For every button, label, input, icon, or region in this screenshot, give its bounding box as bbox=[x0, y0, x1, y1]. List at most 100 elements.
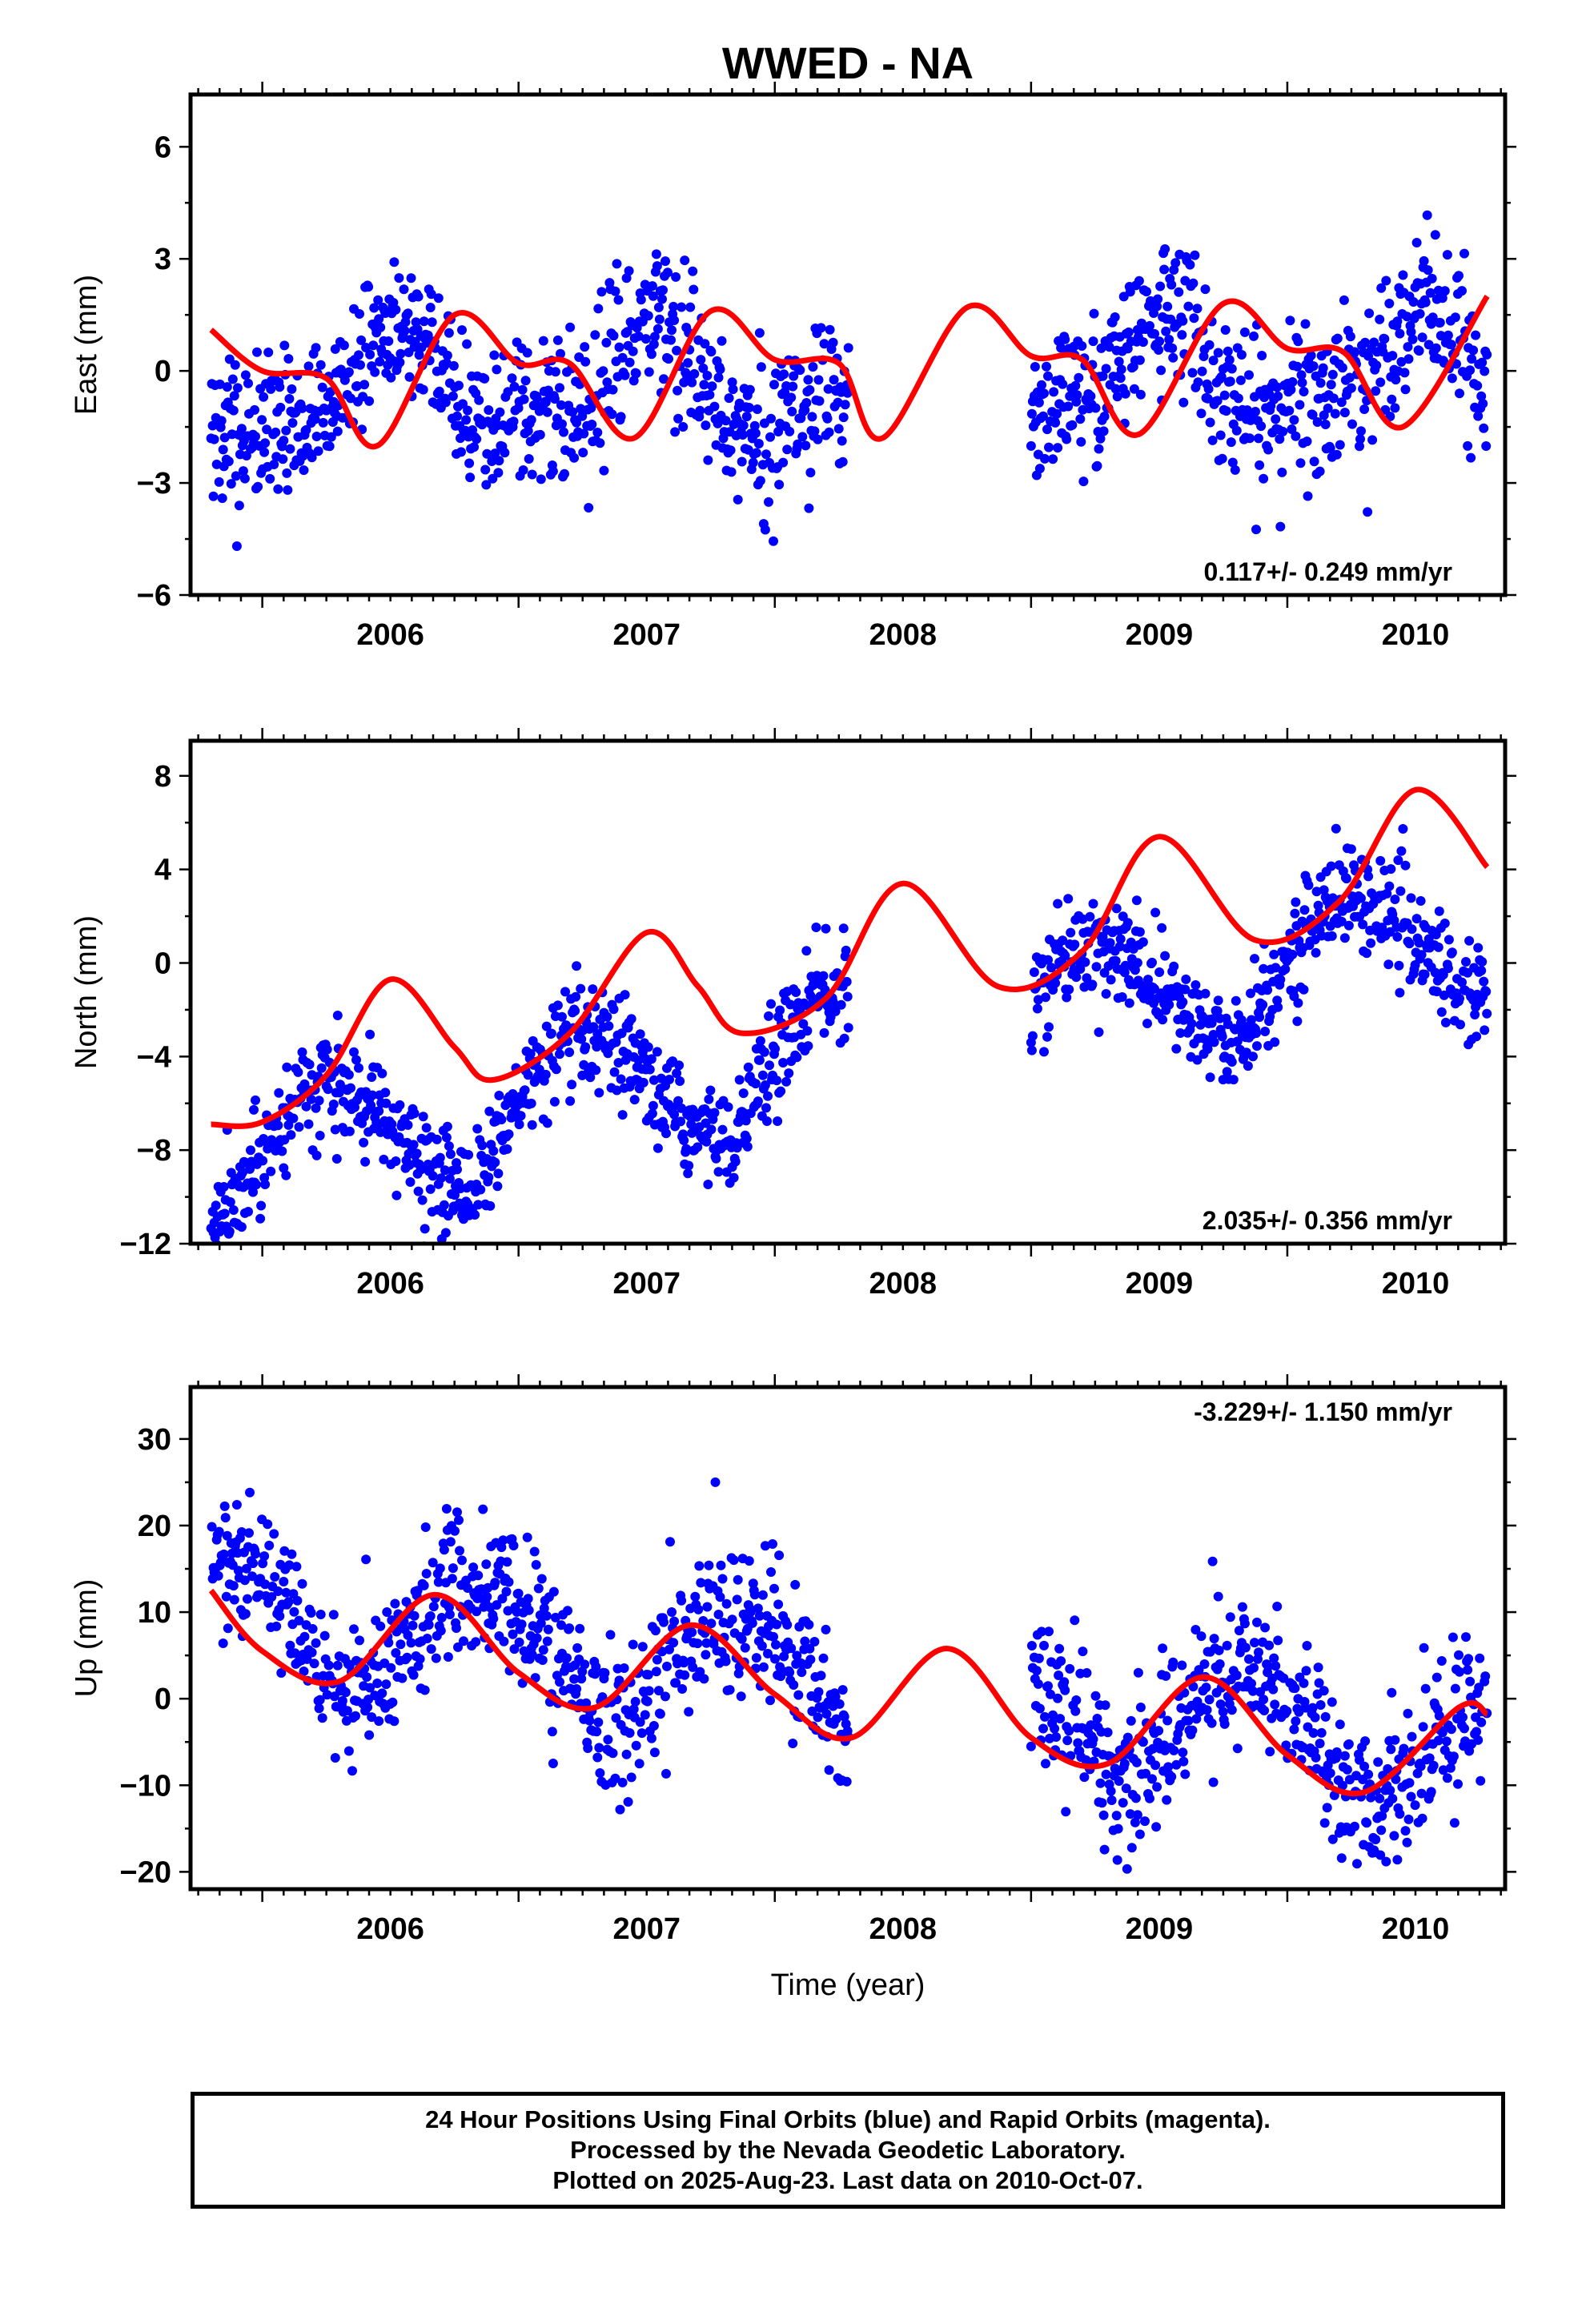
data-point bbox=[1395, 886, 1406, 896]
data-point bbox=[1112, 1855, 1122, 1865]
data-point bbox=[1090, 1691, 1101, 1701]
data-point bbox=[1465, 1676, 1476, 1687]
data-point bbox=[1285, 316, 1295, 326]
data-point bbox=[556, 1620, 566, 1630]
data-point bbox=[1293, 998, 1303, 1008]
data-point bbox=[673, 413, 684, 424]
data-point bbox=[311, 1638, 321, 1648]
data-point bbox=[1053, 899, 1063, 909]
data-point bbox=[462, 339, 472, 349]
data-point bbox=[391, 1156, 401, 1166]
data-point bbox=[281, 1170, 291, 1180]
data-point bbox=[536, 474, 546, 485]
data-point bbox=[503, 1606, 513, 1616]
data-point bbox=[1259, 1706, 1270, 1715]
data-point bbox=[444, 328, 454, 338]
data-point bbox=[779, 369, 789, 380]
data-point bbox=[1168, 1657, 1178, 1667]
data-point bbox=[493, 1168, 504, 1179]
data-point bbox=[258, 1156, 268, 1166]
data-point bbox=[278, 454, 288, 464]
data-point bbox=[452, 1164, 462, 1175]
fit-curve bbox=[211, 786, 1490, 1129]
data-point bbox=[646, 1054, 656, 1064]
data-point bbox=[391, 1648, 401, 1658]
data-point bbox=[1221, 406, 1231, 416]
data-point bbox=[444, 1610, 455, 1619]
data-point bbox=[1200, 988, 1211, 999]
data-point bbox=[652, 1655, 662, 1665]
data-point bbox=[562, 1653, 572, 1663]
data-point bbox=[1123, 327, 1134, 337]
data-point bbox=[322, 1690, 332, 1700]
data-point bbox=[624, 357, 635, 368]
data-point bbox=[396, 348, 406, 359]
data-point bbox=[1204, 1695, 1215, 1705]
y-tick-label: −20 bbox=[120, 1856, 171, 1889]
data-point bbox=[1140, 1816, 1150, 1827]
data-point bbox=[1445, 1763, 1456, 1773]
data-point bbox=[277, 1146, 287, 1156]
data-point bbox=[354, 350, 363, 360]
data-point bbox=[1039, 1640, 1049, 1651]
data-point bbox=[287, 384, 297, 394]
data-point bbox=[289, 1606, 299, 1617]
data-point bbox=[755, 476, 765, 486]
data-point bbox=[1138, 937, 1148, 947]
data-point bbox=[578, 448, 588, 458]
data-point bbox=[1391, 375, 1401, 385]
data-point bbox=[608, 1004, 619, 1015]
data-point bbox=[1066, 927, 1076, 938]
data-point bbox=[219, 1501, 230, 1511]
data-point bbox=[702, 371, 713, 380]
data-point bbox=[1411, 914, 1422, 924]
data-point bbox=[1122, 918, 1133, 928]
data-point bbox=[445, 1149, 456, 1160]
data-point bbox=[440, 397, 451, 408]
data-point bbox=[303, 361, 314, 372]
data-point bbox=[751, 1653, 761, 1663]
data-point bbox=[621, 1749, 632, 1759]
data-point bbox=[800, 1636, 810, 1647]
data-point bbox=[1447, 1632, 1458, 1642]
data-point bbox=[448, 391, 458, 401]
data-point bbox=[765, 1060, 774, 1071]
y-tick-label: 8 bbox=[155, 760, 171, 794]
data-point bbox=[769, 1583, 779, 1594]
data-point bbox=[793, 1690, 804, 1700]
data-point bbox=[1339, 295, 1349, 305]
data-point bbox=[785, 426, 795, 436]
data-point bbox=[481, 1559, 492, 1570]
data-point bbox=[208, 491, 219, 501]
data-point bbox=[789, 1680, 799, 1690]
data-point bbox=[1075, 964, 1086, 974]
data-point bbox=[555, 1049, 564, 1059]
data-point bbox=[1410, 1800, 1420, 1811]
data-point bbox=[399, 284, 409, 295]
data-point bbox=[824, 1765, 834, 1775]
data-point bbox=[1259, 473, 1269, 484]
data-point bbox=[1328, 393, 1339, 404]
data-point bbox=[1130, 965, 1140, 975]
data-point bbox=[448, 360, 459, 371]
data-point bbox=[1072, 390, 1082, 400]
data-point bbox=[1034, 1703, 1045, 1714]
data-point bbox=[323, 1084, 333, 1095]
data-point bbox=[577, 411, 588, 421]
data-point bbox=[1169, 961, 1179, 971]
data-point bbox=[1185, 259, 1195, 270]
data-point bbox=[605, 1630, 616, 1640]
data-point bbox=[231, 1500, 242, 1510]
data-point bbox=[838, 412, 849, 423]
data-point bbox=[234, 501, 244, 511]
data-point bbox=[1299, 1678, 1309, 1688]
data-point bbox=[669, 316, 680, 325]
data-point bbox=[786, 1643, 797, 1654]
data-point bbox=[1392, 931, 1403, 942]
data-point bbox=[273, 1586, 283, 1596]
data-point bbox=[1106, 1795, 1117, 1805]
data-point bbox=[1251, 407, 1260, 416]
data-point bbox=[764, 1011, 773, 1021]
data-point bbox=[1196, 1631, 1207, 1642]
data-point bbox=[1252, 1617, 1262, 1627]
